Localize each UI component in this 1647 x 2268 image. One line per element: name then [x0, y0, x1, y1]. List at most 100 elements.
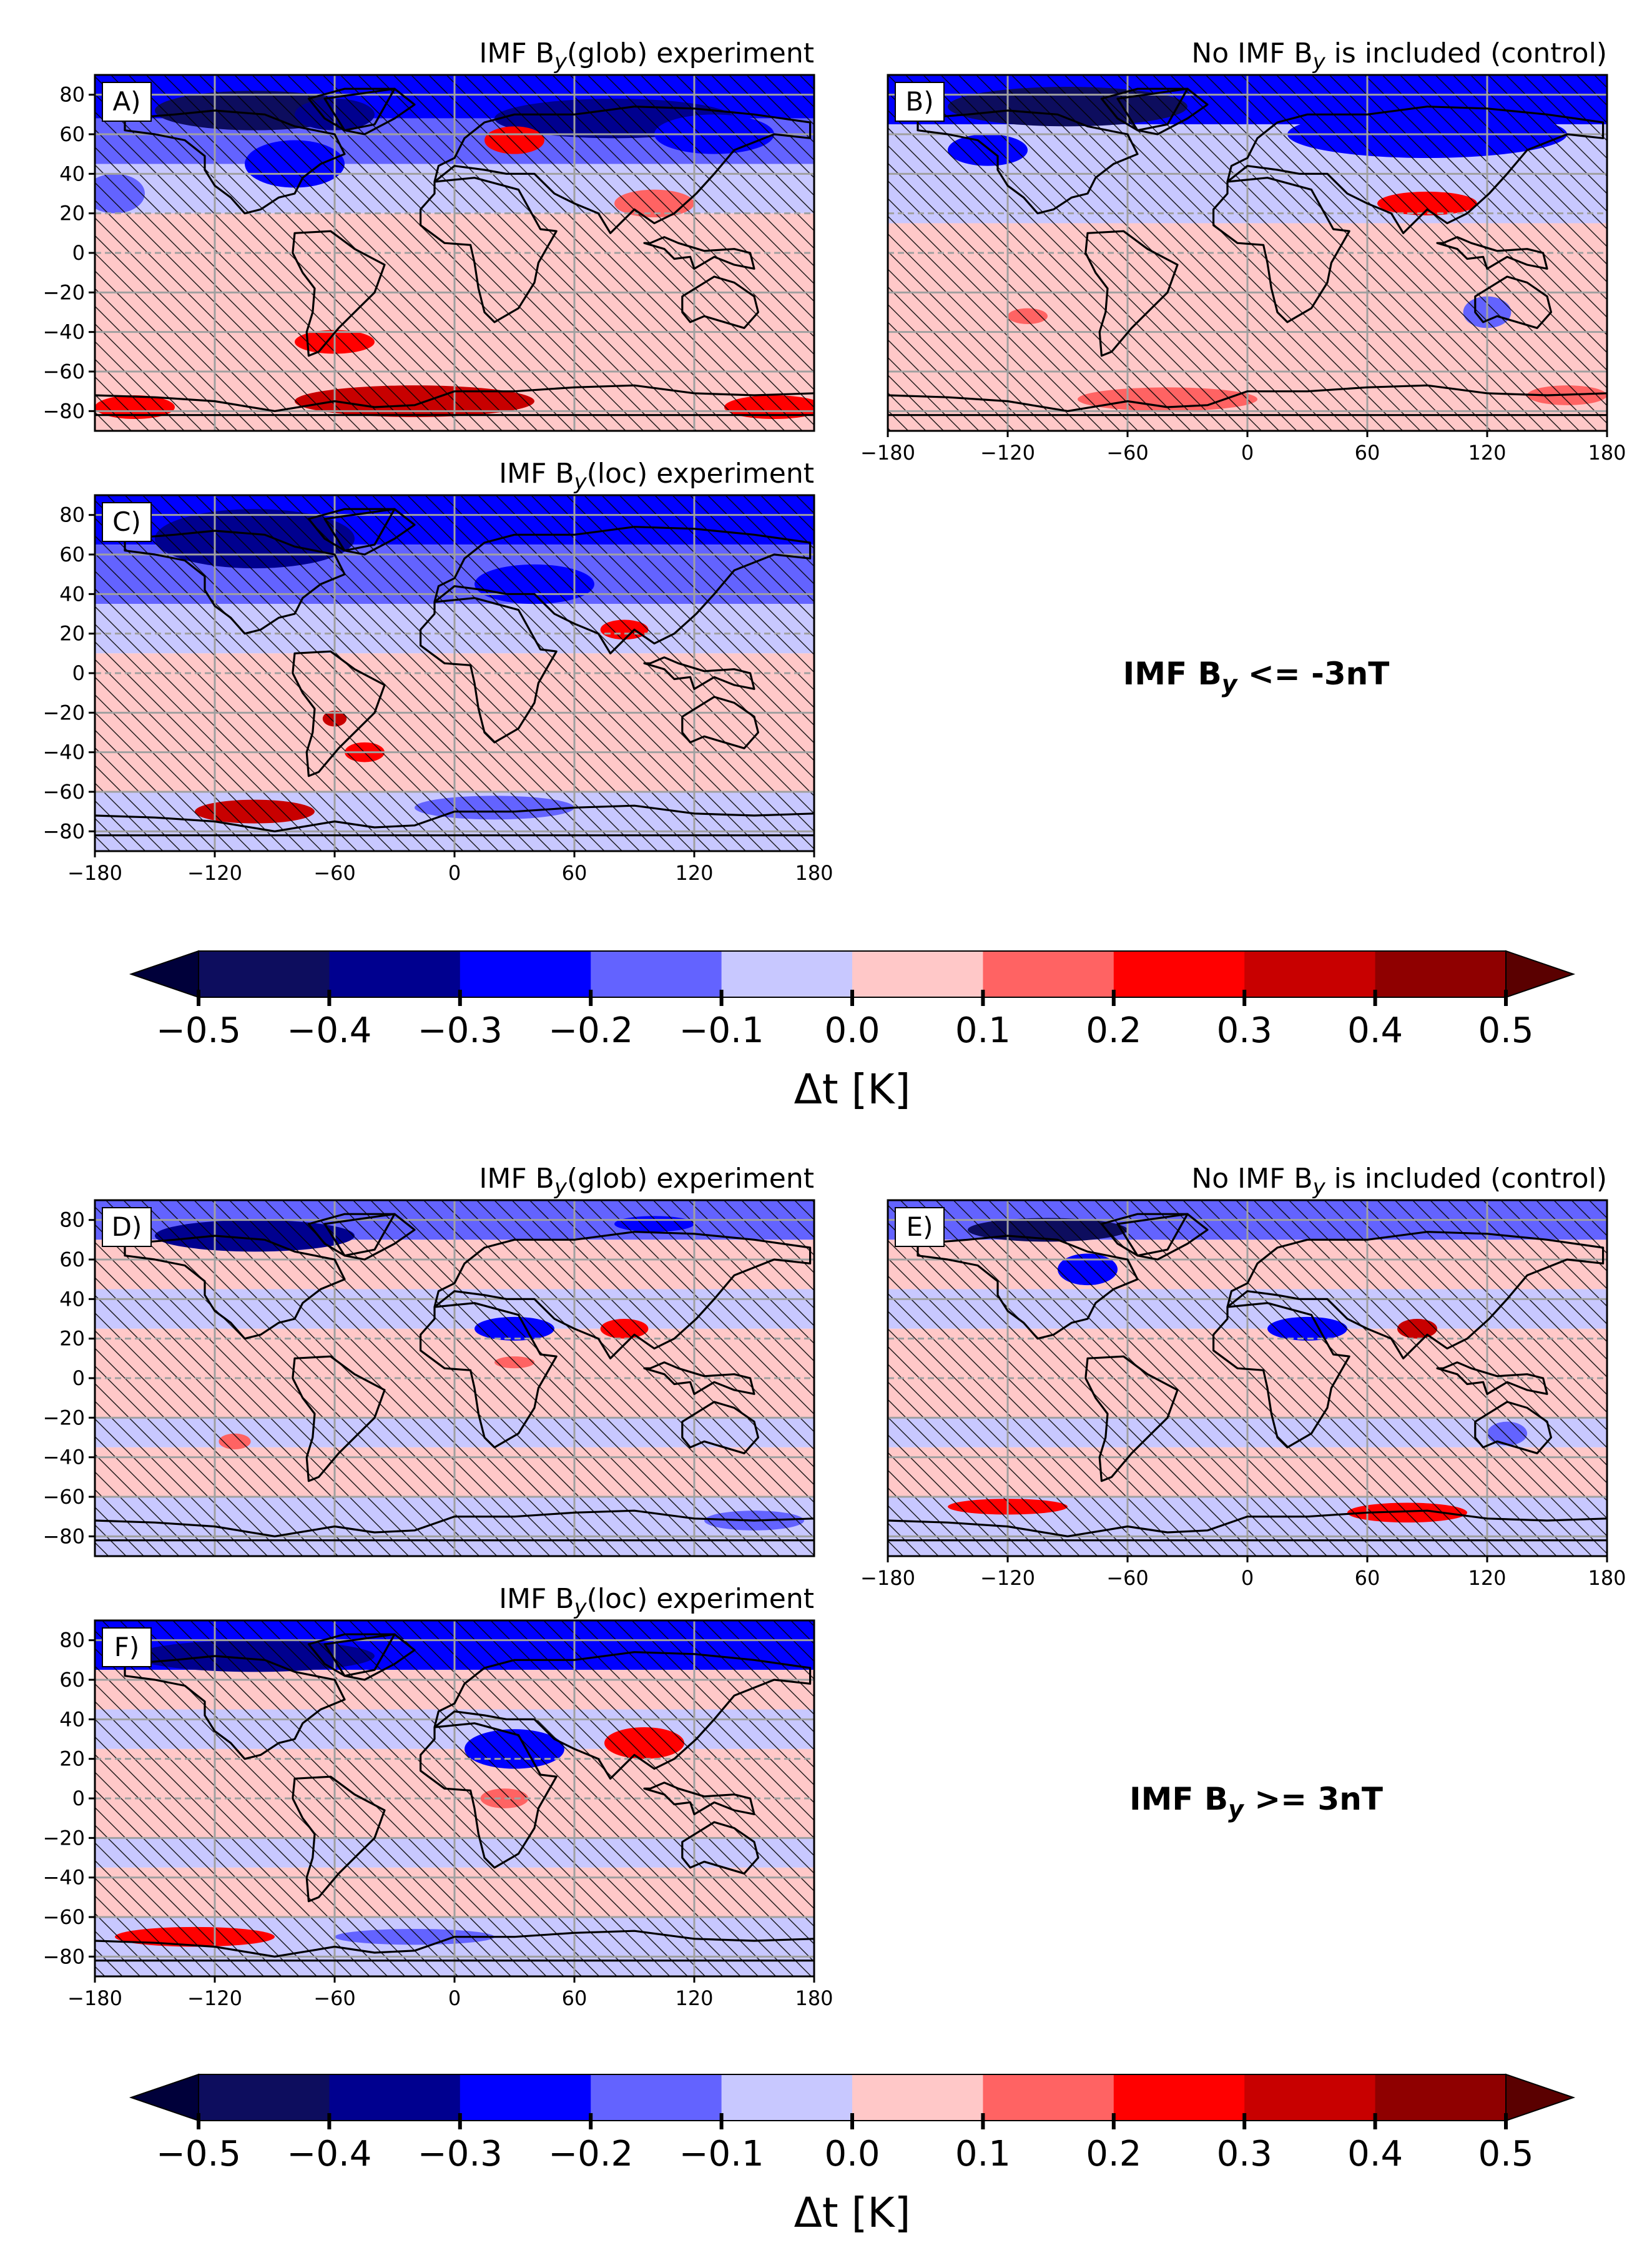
colorbar-segment: [591, 951, 722, 997]
panel-title: No IMF By is included (control): [1191, 37, 1607, 74]
colorbar-tick-label: −0.4: [287, 2134, 371, 2174]
y-tick-label: −80: [42, 1524, 85, 1548]
x-tick-label: −120: [187, 861, 242, 885]
y-tick-label: 20: [59, 202, 85, 225]
y-tick-label: 60: [59, 543, 85, 566]
colorbar-segment: [460, 2074, 591, 2121]
panel-title: IMF By(loc) experiment: [499, 1583, 814, 1620]
x-tick-label: −60: [313, 861, 356, 885]
panel-label-box: [102, 82, 152, 122]
colorbar-tick-label: 0.4: [1347, 2134, 1403, 2174]
y-tick-label: −20: [42, 1406, 85, 1429]
colorbar-tick-label: −0.3: [418, 1010, 503, 1051]
y-tick-label: 40: [59, 1287, 85, 1311]
colorbar-tick-label: 0.1: [955, 1010, 1011, 1051]
panel-title: No IMF By is included (control): [1191, 1163, 1607, 1200]
colorbar-segment: [721, 951, 853, 997]
panel-label: D): [112, 1211, 142, 1242]
y-tick-label: 20: [59, 622, 85, 646]
map-panel: 80 60 40 20 0 −20 −40 −60 −80 D) IMF By(glob) expe…: [42, 1163, 815, 1557]
map-panel: −180 −120 −60 0 60 120 180 B) No IMF By is inclu…: [860, 37, 1626, 465]
colorbar-tick-label: −0.3: [418, 2134, 503, 2174]
y-tick-label: 40: [59, 1707, 85, 1731]
panel-label: E): [907, 1211, 933, 1242]
x-tick-label: 120: [1468, 441, 1506, 465]
y-tick-label: 60: [59, 1248, 85, 1271]
y-tick-label: 80: [59, 83, 85, 107]
panel-title: IMF By(glob) experiment: [479, 1163, 814, 1200]
y-tick-label: −40: [42, 320, 85, 344]
colorbar-tick-label: −0.1: [679, 2134, 764, 2174]
colorbar-segment: [199, 951, 330, 997]
x-tick-label: 180: [795, 1986, 833, 2010]
colorbar: −0.5 −0.4 −0.3 −0.2 −0.1 0.0 0.1 0.2 0.3 0.4 0.5 Δt…: [129, 950, 1576, 1113]
colorbar-segment: [1113, 951, 1245, 997]
x-tick-label: 0: [448, 1986, 461, 2010]
panel-label-box: [895, 1207, 945, 1247]
colorbar-segment: [1113, 2074, 1245, 2121]
colorbar-segment: [983, 2074, 1114, 2121]
colorbar-segment: [1244, 2074, 1376, 2121]
y-tick-label: −40: [42, 1866, 85, 1890]
y-tick-label: −60: [42, 1485, 85, 1509]
y-tick-label: −80: [42, 819, 85, 843]
x-tick-label: 180: [795, 861, 833, 885]
colorbar-segment: [591, 2074, 722, 2121]
y-tick-label: −80: [42, 1945, 85, 1968]
y-tick-label: 80: [59, 1208, 85, 1232]
y-tick-label: 0: [72, 241, 85, 265]
colorbar-tick-label: 0.1: [955, 2134, 1011, 2174]
colorbar-tick-label: −0.5: [156, 2134, 241, 2174]
x-tick-label: −180: [860, 1566, 915, 1590]
colorbar-segment: [983, 951, 1114, 997]
x-tick-label: 0: [1241, 1566, 1254, 1590]
y-tick-label: −60: [42, 780, 85, 804]
colorbar-tick-label: 0.5: [1478, 1010, 1533, 1051]
colorbar-segment: [199, 2074, 330, 2121]
colorbar-tick-label: 0.5: [1478, 2134, 1533, 2174]
y-tick-label: −40: [42, 1446, 85, 1469]
colorbar-tick-label: 0.3: [1217, 1010, 1272, 1051]
group-label: IMF By >= 3nT: [1129, 1781, 1383, 1823]
y-tick-label: −40: [42, 741, 85, 764]
colorbar-extend-low: [129, 2073, 199, 2122]
panel-label-box: [102, 502, 152, 542]
panel-title: IMF By(glob) experiment: [479, 37, 814, 74]
colorbar-extend-high: [1505, 2073, 1576, 2122]
colorbar-label: Δt [K]: [794, 2189, 911, 2237]
panel-label-box: [102, 1207, 152, 1247]
panel-label-box: [895, 82, 945, 122]
colorbar: −0.5 −0.4 −0.3 −0.2 −0.1 0.0 0.1 0.2 0.3 0.4 0.5 Δt…: [129, 2073, 1576, 2237]
colorbar-segment: [460, 951, 591, 997]
x-tick-label: −120: [187, 1986, 242, 2010]
y-tick-label: 80: [59, 1629, 85, 1652]
x-tick-label: 60: [1355, 1566, 1380, 1590]
x-tick-label: 60: [562, 861, 588, 885]
x-tick-label: −60: [1106, 1566, 1149, 1590]
colorbar-extend-high: [1505, 950, 1576, 998]
colorbar-tick-label: −0.5: [156, 1010, 241, 1051]
panel-label: C): [112, 506, 141, 537]
y-tick-label: 60: [59, 122, 85, 146]
y-tick-label: 80: [59, 503, 85, 527]
colorbar-tick-label: 0.0: [824, 2134, 880, 2174]
colorbar-tick-label: 0.4: [1347, 1010, 1403, 1051]
y-tick-label: −60: [42, 360, 85, 383]
y-tick-label: −80: [42, 399, 85, 423]
group-label: IMF By <= -3nT: [1123, 656, 1390, 698]
colorbar-segment: [1375, 951, 1507, 997]
x-tick-label: 60: [1355, 441, 1380, 465]
y-tick-label: 0: [72, 1787, 85, 1810]
colorbar-tick-label: 0.3: [1217, 2134, 1272, 2174]
x-tick-label: 0: [1241, 441, 1254, 465]
x-tick-label: 120: [675, 861, 713, 885]
x-tick-label: −120: [980, 441, 1035, 465]
panel-label: A): [112, 86, 140, 117]
colorbar-segment: [852, 2074, 983, 2121]
annotations: IMF By <= -3nT IMF By >= 3nT −0.5 −0.4 −0.3 −…: [129, 656, 1576, 2237]
colorbar-tick-label: −0.2: [548, 2134, 633, 2174]
panel-label-box: [102, 1627, 152, 1667]
map-panel: 80 60 40 20 0 −20 −40 −60 −80 −180 −120 −60 0 60 120 18…: [42, 458, 833, 885]
y-tick-label: 0: [72, 1366, 85, 1390]
